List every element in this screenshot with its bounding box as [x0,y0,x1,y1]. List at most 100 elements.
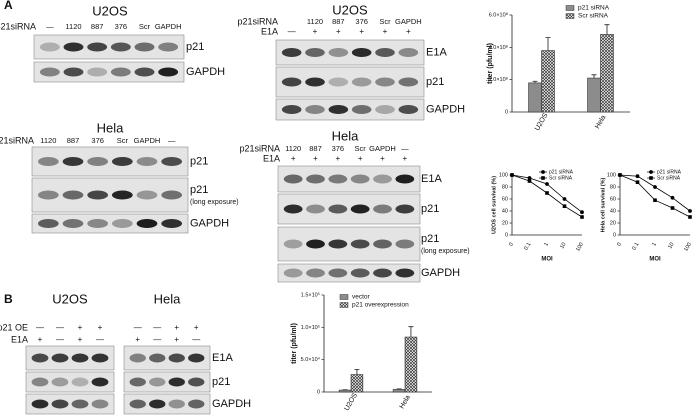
error-bar [591,74,597,79]
blot-band [168,399,185,409]
condition-sign: — [192,335,200,344]
condition-sign: — [153,323,161,332]
condition-sign: + [380,154,385,163]
blot-band [375,77,395,87]
blot-band [87,42,108,52]
row-label: p21 [421,203,439,215]
y-tick-label: 100 [607,172,616,178]
lane-label: 887 [309,144,322,153]
blot-strip [25,371,115,393]
panel-label: A [4,0,13,12]
blot-strip [277,226,421,262]
blot-band [398,105,419,114]
blot-band [283,174,303,184]
data-point [510,173,514,177]
x-tick-label: U2OS [534,112,550,132]
blot-band [111,157,133,166]
blot-band [281,77,302,87]
y-tick-label: 0 [317,389,320,395]
condition-sign: + [358,154,363,163]
blot-band [281,105,302,114]
blot-band [111,190,133,200]
blot-band [328,204,348,214]
blot-band [351,77,372,87]
x-tick-label: 100 [575,242,585,253]
lane-label: 887 [332,17,345,26]
data-point [688,209,692,213]
blot-band [71,353,89,363]
x-tick-label: 0.1 [631,242,640,252]
condition-sign: + [174,323,179,332]
blot-band [375,48,395,57]
bar [350,374,364,393]
blot-band [149,353,166,363]
y-axis-label: titer (pfu/ml) [291,323,298,364]
blot-band [351,48,372,57]
panel-label: B [4,292,13,306]
x-tick-label: U2OS [344,392,360,412]
blot-band [306,174,325,184]
data-point [670,206,675,210]
blot-band [168,377,185,387]
lane-label: 887 [67,136,80,145]
condition-sign: + [291,154,296,163]
row-label: GAPDH [421,267,460,279]
blot-strip [31,213,189,234]
condition-sign: + [38,335,43,344]
axis [619,175,690,236]
row-label: GAPDH [190,217,229,229]
blot-band [62,190,84,200]
condition-sign: + [313,27,318,36]
blot-band [350,268,370,278]
data-point [670,195,675,200]
blot-band [398,77,419,87]
blot-strip [33,61,185,83]
lane-label: — [401,144,409,153]
lane-label: GAPDH [395,17,422,26]
blot-strip [123,371,211,393]
blot-band [306,204,325,214]
blot-band [51,353,69,363]
blot-band [149,399,166,409]
legend-label: p21 siRNA [578,5,610,12]
row-label: p21 [212,376,230,388]
legend-marker [541,170,545,174]
x-tick-label: 0 [616,242,623,248]
blot-band [283,239,303,249]
blot-band [62,219,84,228]
blot-band [129,377,146,387]
row-label: p21 [190,155,208,167]
blot-band [136,157,158,166]
data-point [653,198,657,202]
blot-band [305,77,325,87]
legend-swatch [339,294,349,300]
condition-sign: — [36,323,44,332]
y-tick-label: 0 [505,109,508,115]
blot-band [87,157,109,166]
blot-band [91,353,109,363]
blot-band [129,399,146,409]
blot-band [51,399,69,409]
x-tick-label: 100 [683,242,693,253]
blot-band [37,157,59,166]
error-bar [604,24,610,35]
lane-label: 887 [91,22,104,31]
row-label: E1A [426,46,447,58]
condition-sign: + [135,335,140,344]
y-axis-label: titer (pfu/ml) [487,43,494,84]
y-tick-label: 5.0×10⁴ [301,356,321,363]
condition-sign: + [78,335,83,344]
x-tick-label: 10 [667,242,675,250]
blot-title: Hela [332,128,360,143]
blot-band [306,239,325,249]
condition-sign: — [153,335,161,344]
condition-sign: + [78,323,83,332]
blot-band [37,219,59,228]
data-point [635,174,640,179]
data-point [688,215,692,219]
blot-strip [277,263,421,283]
row-label: p21 [190,184,208,196]
blot-band [110,67,131,77]
blot-title: U2OS [332,2,368,17]
lane-label: 376 [115,22,128,31]
